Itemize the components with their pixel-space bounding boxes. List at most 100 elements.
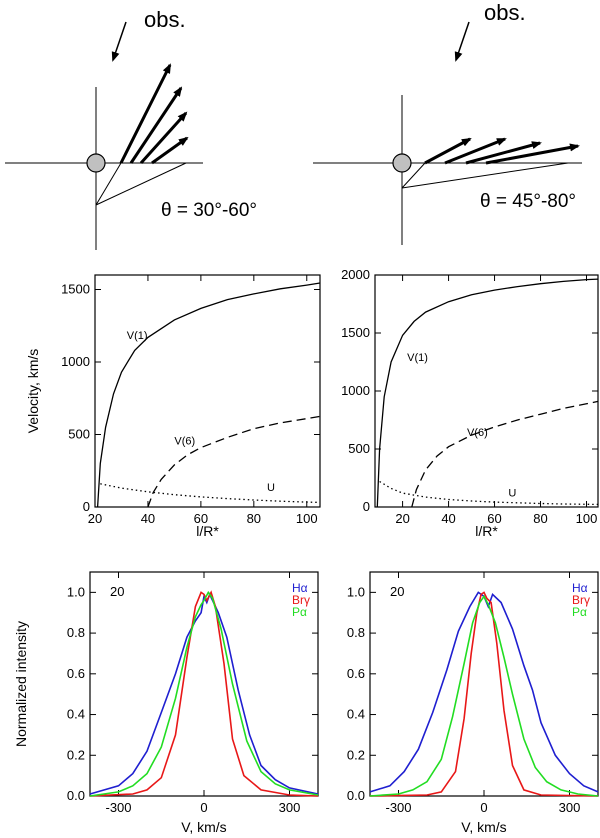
x-axis-label: V, km/s <box>461 819 506 835</box>
x-axis-label: V, km/s <box>181 819 226 835</box>
jet-arrow <box>444 137 507 165</box>
theta-label: θ = 30°-60° <box>161 200 257 221</box>
series-line-v-1- <box>376 278 599 508</box>
y-axis-label: Velocity, km/s <box>25 349 41 434</box>
x-axis-label: l/R* <box>475 523 498 539</box>
sightline <box>95 162 122 206</box>
series-line-p- <box>369 594 599 797</box>
x-tick-label: -300 <box>105 800 131 815</box>
jet-arrow <box>129 86 183 164</box>
x-tick-label: -300 <box>385 800 411 815</box>
observer-arrow <box>454 21 470 62</box>
star <box>86 153 106 173</box>
series-line-br- <box>89 590 319 797</box>
x-tick-label: 80 <box>533 511 547 526</box>
jet-arrow <box>465 141 542 165</box>
diagram-left: obs. θ = 30°-60° <box>5 7 257 250</box>
jet-arrow <box>139 111 188 165</box>
plot-frame <box>94 274 321 508</box>
y-tick-label: 1000 <box>341 383 370 398</box>
plot-frame <box>89 571 319 797</box>
curve-label: U <box>267 482 275 494</box>
series-line-v-6- <box>411 400 599 508</box>
legend-entry: Hα <box>292 581 308 595</box>
series-line-u <box>379 480 599 506</box>
series-line-v-1- <box>96 282 321 508</box>
x-tick-label: 100 <box>296 511 318 526</box>
series-line-h- <box>369 591 599 793</box>
series-line-p- <box>89 590 319 797</box>
theta-label: θ = 45°-80° <box>480 191 576 212</box>
y-tick-label: 0.8 <box>67 625 85 640</box>
plot-frame <box>369 571 599 797</box>
y-tick-label: 0.6 <box>347 666 365 681</box>
sightline <box>95 162 187 206</box>
y-axis-label: Normalized intensity <box>13 621 29 747</box>
jet-arrow <box>485 143 580 165</box>
panel-annotation: 20 <box>110 584 124 599</box>
jet-arrow <box>424 137 472 165</box>
legend-entry: Hα <box>572 581 588 595</box>
legend-entry: Pα <box>572 605 587 619</box>
sightline <box>401 162 426 189</box>
jet-arrow <box>119 63 172 164</box>
curve-label: V(1) <box>407 352 428 364</box>
x-tick-label: 80 <box>247 511 261 526</box>
y-tick-label: 0.2 <box>347 747 365 762</box>
y-tick-label: 0.0 <box>67 788 85 803</box>
y-tick-label: 0 <box>363 499 370 514</box>
y-tick-label: 0.4 <box>67 707 85 722</box>
sightline <box>401 162 569 189</box>
velocity-chart-left: 20 40 60 80 100050010001500V(1)V(6)UVelocity… <box>25 274 321 539</box>
jet-arrow <box>151 136 189 165</box>
x-tick-label: 20 <box>395 511 409 526</box>
x-axis-label: l/R* <box>196 523 219 539</box>
x-tick-label: 100 <box>576 511 598 526</box>
y-tick-label: 0.6 <box>67 666 85 681</box>
curve-label: V(6) <box>467 427 488 439</box>
x-tick-label: 300 <box>559 800 581 815</box>
obs-label: obs. <box>144 7 186 32</box>
x-tick-label: 300 <box>279 800 301 815</box>
y-tick-label: 0 <box>83 499 90 514</box>
series-line-u <box>100 483 321 504</box>
legend-entry: Brγ <box>292 593 310 607</box>
y-tick-label: 500 <box>68 427 90 442</box>
x-tick-label: 0 <box>480 800 487 815</box>
curve-label: U <box>508 488 516 500</box>
x-tick-label: 20 <box>88 511 102 526</box>
curve-label: V(6) <box>174 436 195 448</box>
y-tick-label: 0.0 <box>347 788 365 803</box>
x-tick-label: 60 <box>487 511 501 526</box>
y-tick-label: 0.2 <box>67 747 85 762</box>
y-tick-label: 500 <box>348 441 370 456</box>
diagram-right: obs. θ = 45°-80° <box>313 0 582 245</box>
series-line-h- <box>89 592 319 795</box>
curve-label: V(1) <box>127 330 148 342</box>
y-tick-label: 1500 <box>61 282 90 297</box>
y-tick-label: 0.4 <box>347 707 365 722</box>
y-tick-label: 1.0 <box>67 584 85 599</box>
series-line-br- <box>369 591 599 797</box>
star <box>392 153 412 173</box>
obs-label: obs. <box>484 0 526 25</box>
legend-entry: Pα <box>292 605 307 619</box>
y-tick-label: 0.8 <box>347 625 365 640</box>
series-line-v-6- <box>147 415 321 508</box>
y-tick-label: 1500 <box>341 325 370 340</box>
y-tick-label: 2000 <box>341 267 370 282</box>
x-tick-label: 60 <box>194 511 208 526</box>
x-tick-label: 40 <box>141 511 155 526</box>
plot-frame <box>374 274 599 508</box>
legend-entry: Brγ <box>572 593 590 607</box>
x-tick-label: 40 <box>441 511 455 526</box>
y-tick-label: 1000 <box>61 354 90 369</box>
panel-annotation: 20 <box>390 584 404 599</box>
observer-arrow <box>111 21 127 62</box>
x-tick-label: 0 <box>200 800 207 815</box>
y-tick-label: 1.0 <box>347 584 365 599</box>
